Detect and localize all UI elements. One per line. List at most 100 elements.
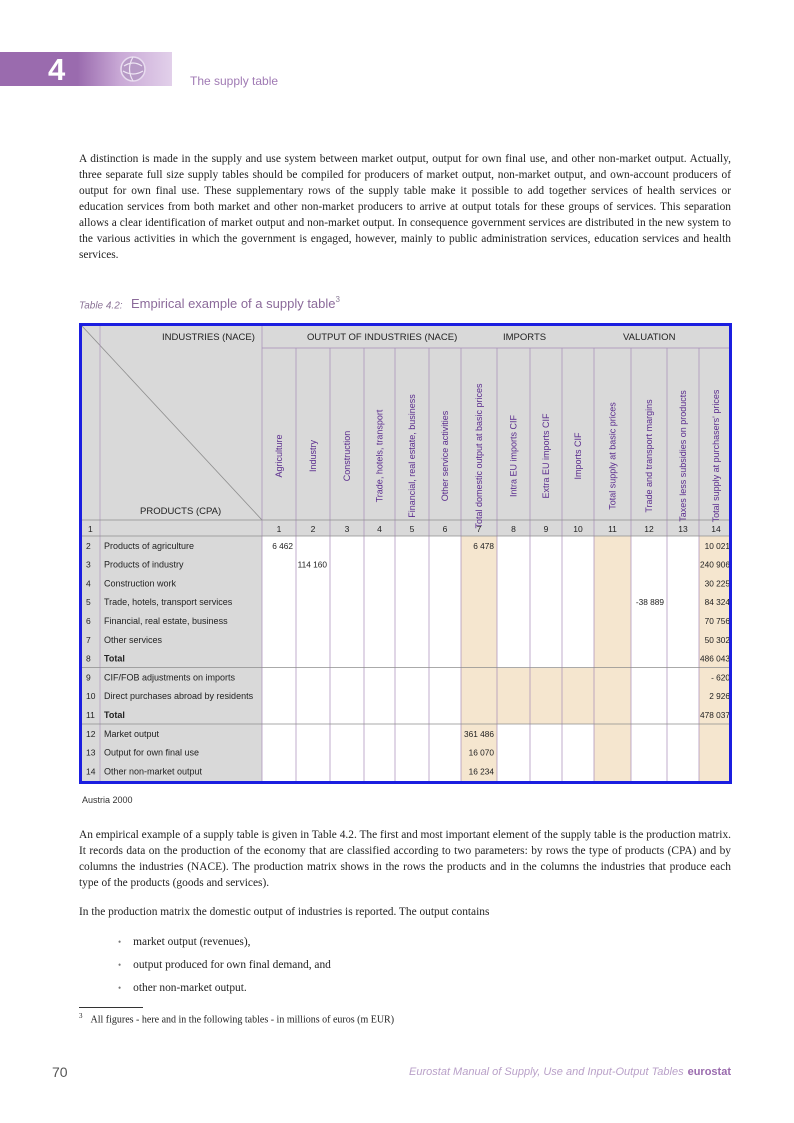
table-title: Empirical example of a supply table bbox=[131, 296, 336, 312]
corner-label: PRODUCTS (CPA) bbox=[140, 506, 221, 517]
column-header: Construction bbox=[342, 431, 352, 482]
table-cell: 478 037 bbox=[700, 710, 729, 720]
column-header: Total supply at purchasers' prices bbox=[711, 389, 721, 522]
table-cell: 6 462 bbox=[272, 541, 293, 551]
row-number: 7 bbox=[86, 635, 91, 645]
table-caption: Table 4.2: Empirical example of a supply… bbox=[79, 295, 340, 313]
globe-icon bbox=[120, 56, 146, 82]
footer-series: Eurostat Manual of Supply, Use and Input… bbox=[409, 1066, 731, 1078]
table-cell: 240 906 bbox=[700, 560, 729, 570]
chapter-number: 4 bbox=[48, 52, 66, 87]
column-header: Industry bbox=[308, 439, 318, 472]
row-label: Output for own final use bbox=[104, 748, 199, 758]
column-number: 2 bbox=[311, 524, 316, 534]
footnote-rule bbox=[79, 1007, 143, 1008]
row-label: Total bbox=[104, 710, 125, 720]
table-cell: 16 070 bbox=[469, 748, 495, 758]
row-number: 14 bbox=[86, 766, 96, 776]
shaded-column bbox=[699, 536, 729, 781]
column-number: 9 bbox=[544, 524, 549, 534]
row-number: 6 bbox=[86, 616, 91, 626]
table-cell: - 620 bbox=[711, 672, 729, 682]
chapter-title: The supply table bbox=[190, 74, 279, 88]
row-number: 1 bbox=[88, 524, 93, 534]
table-cell: 361 486 bbox=[464, 729, 494, 739]
row-label: Total bbox=[104, 654, 125, 664]
table-cell: 70 756 bbox=[705, 616, 729, 626]
table-cell: 6 478 bbox=[473, 541, 494, 551]
column-header: Trade and transport margins bbox=[644, 399, 654, 513]
list-item: • output produced for own final demand, a… bbox=[118, 959, 331, 971]
eurostat-logo: eurostat bbox=[687, 1066, 731, 1078]
row-number: 9 bbox=[86, 672, 91, 682]
row-number: 2 bbox=[86, 541, 91, 551]
row-label: Other non-market output bbox=[104, 766, 203, 776]
column-number: 12 bbox=[644, 524, 654, 534]
paragraph-2: An empirical example of a supply table i… bbox=[79, 829, 731, 889]
row-label: Products of industry bbox=[104, 560, 184, 570]
column-header: Total domestic output at basic prices bbox=[474, 383, 484, 529]
row-number: 11 bbox=[86, 710, 95, 720]
row-number: 8 bbox=[86, 654, 91, 664]
column-number: 13 bbox=[678, 524, 688, 534]
table-source: Austria 2000 bbox=[82, 795, 133, 805]
row-label: Financial, real estate, business bbox=[104, 616, 228, 626]
list-item: • market output (revenues), bbox=[118, 936, 251, 948]
column-number: 10 bbox=[573, 524, 583, 534]
row-label: Market output bbox=[104, 729, 160, 739]
group-header: OUTPUT OF INDUSTRIES (NACE) bbox=[307, 332, 457, 343]
row-number: 12 bbox=[86, 729, 96, 739]
row-label: Products of agriculture bbox=[104, 541, 194, 551]
row-number: 5 bbox=[86, 597, 91, 607]
column-header: Taxes less subsidies on products bbox=[678, 390, 688, 522]
row-label: Trade, hotels, transport services bbox=[104, 597, 233, 607]
supply-table-grid: INDUSTRIES (NACE) OUTPUT OF INDUSTRIES (N… bbox=[82, 326, 729, 781]
list-item: • other non-market output. bbox=[118, 982, 247, 994]
column-header: Extra EU imports CIF bbox=[541, 413, 551, 499]
column-header: Imports CIF bbox=[573, 432, 583, 480]
output-list: • market output (revenues), • output produ… bbox=[118, 934, 331, 1003]
row-number: 13 bbox=[86, 748, 96, 758]
table-cell: 486 043 bbox=[700, 654, 729, 664]
group-header: IMPORTS bbox=[503, 332, 546, 343]
row-label: Direct purchases abroad by residents bbox=[104, 691, 254, 701]
group-header: INDUSTRIES (NACE) bbox=[162, 332, 255, 343]
column-number: 14 bbox=[711, 524, 721, 534]
table-cell: 50 302 bbox=[705, 635, 729, 645]
corner-diagonal bbox=[82, 326, 263, 521]
column-header: Trade, hotels, transport bbox=[375, 409, 385, 502]
row-label: Construction work bbox=[104, 578, 177, 588]
table-cell: 84 324 bbox=[705, 597, 729, 607]
table-cell: 2 926 bbox=[709, 691, 729, 701]
column-number: 6 bbox=[443, 524, 448, 534]
footnote-ref: 3 bbox=[335, 295, 340, 304]
table-cell: 114 160 bbox=[298, 560, 328, 570]
shaded-column bbox=[461, 536, 497, 781]
row-label-column-bg bbox=[82, 326, 262, 781]
imports-block bbox=[562, 667, 594, 724]
column-header: Agriculture bbox=[274, 434, 284, 477]
column-number: 11 bbox=[608, 524, 617, 534]
intro-paragraph: A distinction is made in the supply and … bbox=[79, 153, 731, 261]
paragraph-3: In the production matrix the domestic ou… bbox=[79, 906, 490, 918]
table-cell: -38 889 bbox=[636, 597, 665, 607]
table-cell: 10 021 bbox=[705, 541, 729, 551]
group-header: VALUATION bbox=[623, 332, 676, 343]
column-header: Financial, real estate, business bbox=[407, 394, 417, 518]
column-header: Total supply at basic prices bbox=[608, 402, 618, 510]
column-number: 4 bbox=[377, 524, 382, 534]
table-cell: 16 234 bbox=[469, 766, 495, 776]
column-number: 7 bbox=[477, 524, 482, 534]
table-label: Table 4.2: bbox=[79, 300, 123, 312]
column-number: 8 bbox=[511, 524, 516, 534]
imports-block bbox=[530, 667, 562, 724]
row-label: CIF/FOB adjustments on imports bbox=[104, 672, 236, 682]
table-cell: 30 225 bbox=[705, 578, 729, 588]
column-number: 5 bbox=[410, 524, 415, 534]
page-number: 70 bbox=[52, 1064, 68, 1080]
imports-block bbox=[497, 667, 530, 724]
column-header: Other service activities bbox=[440, 410, 450, 501]
shaded-column bbox=[594, 536, 631, 781]
row-number: 10 bbox=[86, 691, 96, 701]
supply-table: INDUSTRIES (NACE) OUTPUT OF INDUSTRIES (N… bbox=[79, 323, 732, 784]
